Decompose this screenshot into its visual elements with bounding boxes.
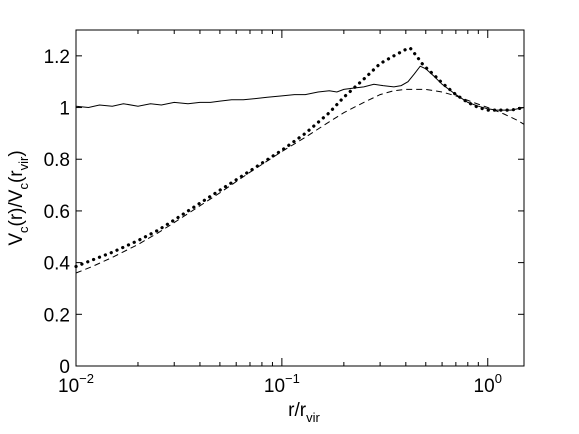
y-axis-label-group: Vc(r)/Vc(rvir) <box>6 150 31 245</box>
x-tick-base-0: 10 <box>58 376 79 397</box>
x-axis-label-main: r/r <box>288 400 307 421</box>
x-tick-label-0: 10−2 <box>58 371 94 397</box>
series-layer <box>74 46 526 274</box>
y-tick-label-6: 1.2 <box>44 47 70 68</box>
y-tick-label-5: 1 <box>59 99 70 120</box>
x-axis-label: r/rvir <box>288 400 320 425</box>
y-tick-label-0: 0 <box>59 357 70 378</box>
x-tick-base-2: 10 <box>474 376 495 397</box>
tick-layer: 00.20.40.60.811.210−2 10−1 100 <box>44 30 524 397</box>
series-line-dashed <box>75 88 525 274</box>
y-axis-label-sub1: c <box>16 226 31 233</box>
y-tick-label-4: 0.8 <box>44 150 70 171</box>
y-axis-label-sub2: c <box>16 183 31 190</box>
plot-area-frame <box>75 29 525 367</box>
y-tick-label-1: 0.2 <box>44 305 70 326</box>
series-line-solid <box>75 65 525 111</box>
y-axis-label-sub3: vir <box>16 156 31 170</box>
x-tick-exponent-0: −2 <box>79 371 94 386</box>
y-axis-label-close: ) <box>6 150 27 156</box>
x-tick-base-1: 10 <box>264 376 285 397</box>
x-tick-label-1: 10−1 <box>264 371 300 397</box>
y-axis-label: Vc(r)/Vc(rvir) <box>6 150 31 245</box>
x-tick-exponent-2: 0 <box>495 371 502 386</box>
y-tick-label-2: 0.4 <box>44 254 71 275</box>
x-axis-label-sub: vir <box>306 410 320 425</box>
x-tick-label-2: 100 <box>474 371 502 397</box>
y-axis-label-mid: (r)/V <box>6 189 27 226</box>
y-axis-label-paren: (r <box>6 170 27 183</box>
x-tick-exponent-1: −1 <box>285 371 300 386</box>
series-line-dotted <box>74 46 526 269</box>
y-axis-label-v1: V <box>6 233 27 246</box>
y-tick-label-3: 0.6 <box>44 202 70 223</box>
